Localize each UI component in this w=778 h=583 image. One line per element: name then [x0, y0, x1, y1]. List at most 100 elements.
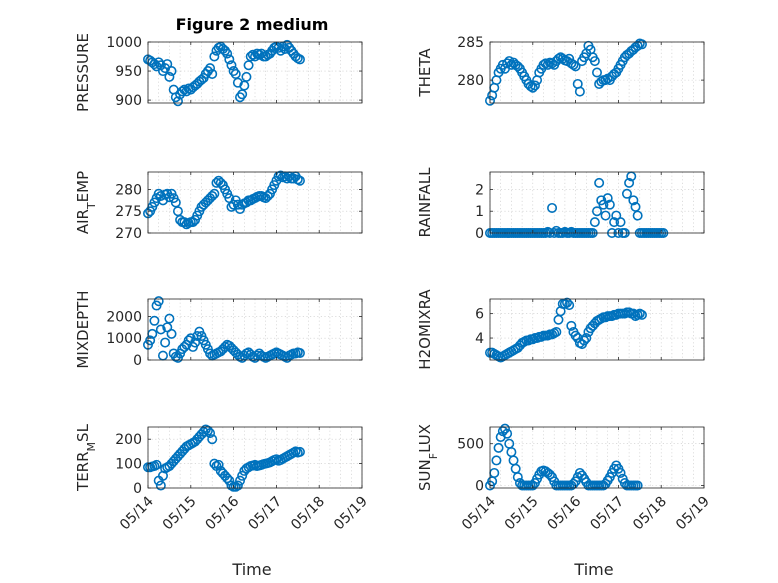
data-point — [151, 459, 162, 470]
grid-lines — [489, 299, 705, 360]
data-point — [527, 82, 538, 93]
data-point — [235, 92, 246, 103]
data-point — [591, 67, 602, 78]
y-tick-label: 0 — [133, 481, 142, 497]
data-series — [143, 424, 305, 492]
data-series — [143, 296, 305, 363]
data-point — [172, 96, 183, 107]
subplot-0: 900 950 1000 PRESSURE — [74, 33, 363, 112]
data-point — [155, 324, 166, 335]
y-tick-label: 275 — [115, 204, 142, 220]
data-point — [512, 472, 523, 483]
data-point — [632, 210, 643, 221]
data-point — [149, 315, 160, 326]
x-tick-label: 05/16 — [203, 493, 243, 533]
data-point — [207, 434, 218, 445]
data-point — [564, 300, 575, 311]
data-series — [143, 39, 305, 107]
data-point — [198, 426, 209, 437]
subplot-1: 280 285 THETA — [416, 35, 705, 106]
data-point — [209, 188, 220, 199]
data-point — [529, 80, 540, 91]
y-tick-label: 4 — [475, 331, 484, 347]
data-point — [566, 320, 577, 331]
data-point — [224, 54, 235, 65]
data-point — [228, 66, 239, 77]
subplot-6: 0 100 200 05/14 05/15 05/16 05/17 05/18 05/19 TER… — [74, 423, 371, 533]
data-point — [237, 470, 248, 481]
data-point — [226, 60, 237, 71]
data-point — [570, 330, 581, 341]
grid-lines — [147, 299, 363, 361]
data-point — [209, 51, 220, 62]
data-series — [484, 38, 647, 106]
data-point — [155, 480, 166, 491]
axes-box — [489, 171, 705, 234]
y-tick-label: 0 — [475, 478, 484, 494]
data-point — [493, 442, 504, 453]
data-point — [621, 188, 632, 199]
data-point — [273, 42, 284, 53]
y-tick-label: 280 — [115, 182, 142, 198]
data-point — [591, 206, 602, 217]
data-point — [294, 175, 305, 186]
data-point — [294, 348, 305, 359]
subplot-3: 0 1 2 RAINFALL — [416, 167, 705, 242]
x-axis-label-right: Time — [573, 560, 613, 579]
subplot-4: 0 1000 2000 MIXDEPTH — [74, 290, 363, 369]
data-point — [508, 455, 519, 466]
data-point — [162, 59, 173, 70]
data-point — [205, 428, 216, 439]
y-tick-label: 100 — [115, 457, 142, 473]
y-axis-label: SUNFLUX — [416, 424, 440, 491]
data-point — [145, 335, 156, 346]
y-axis-label: H2OMIXRA — [416, 289, 434, 370]
data-point — [209, 458, 220, 469]
grid-lines — [147, 172, 363, 234]
data-point — [499, 423, 510, 434]
y-axis-label: RAINFALL — [416, 167, 434, 238]
figure-title: Figure 2 medium — [176, 15, 329, 34]
y-tick-label: 200 — [115, 432, 142, 448]
data-point — [502, 428, 513, 439]
data-point — [581, 333, 592, 344]
y-tick-label: 280 — [457, 73, 484, 89]
x-tick-label: 05/18 — [630, 494, 670, 534]
x-axis-label-left: Time — [231, 560, 271, 579]
x-tick-label: 05/17 — [587, 494, 627, 534]
y-tick-label: 950 — [115, 64, 142, 80]
y-tick-label: 2 — [475, 182, 484, 198]
y-axis-label: MIXDEPTH — [74, 290, 92, 368]
data-point — [609, 217, 620, 228]
x-tick-label: 05/17 — [245, 494, 285, 534]
data-series — [484, 297, 647, 363]
data-point — [207, 68, 218, 79]
y-tick-label: 0 — [133, 353, 142, 369]
data-point — [615, 467, 626, 478]
data-point — [207, 190, 218, 201]
y-tick-label: 0 — [475, 226, 484, 242]
y-tick-label: 1000 — [106, 35, 142, 51]
data-point — [211, 177, 222, 188]
y-axis-label: PRESSURE — [74, 33, 92, 112]
data-point — [288, 173, 299, 184]
data-point — [294, 446, 305, 457]
data-point — [551, 326, 562, 337]
data-point — [241, 71, 252, 82]
x-tick-label: 05/18 — [288, 494, 328, 534]
subplot-5: 4 6 H2OMIXRA — [416, 289, 705, 370]
x-tick-label: 05/15 — [160, 494, 200, 534]
data-point — [636, 39, 647, 50]
data-point — [166, 328, 177, 339]
data-point — [547, 202, 558, 213]
data-point — [570, 61, 581, 72]
data-point — [164, 313, 175, 324]
data-point — [604, 199, 615, 210]
axes-box — [489, 41, 705, 104]
data-point — [153, 296, 164, 307]
data-point — [574, 86, 585, 97]
data-point — [506, 59, 517, 70]
data-point — [220, 341, 231, 352]
